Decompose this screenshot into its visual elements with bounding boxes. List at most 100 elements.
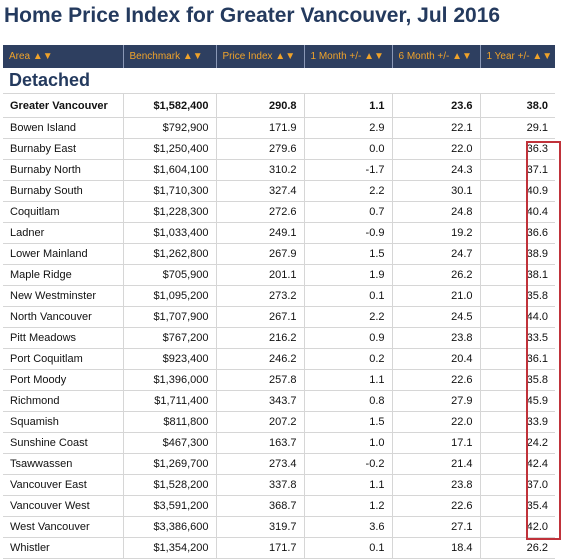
one-month-cell: 2.2 [304,306,393,328]
price-index-cell: 272.6 [216,201,305,223]
benchmark-cell: $1,710,300 [123,180,217,202]
area-cell: Greater Vancouver [3,93,124,118]
one-year-cell: 44.0 [480,306,555,328]
one-month-cell: -0.2 [304,453,393,475]
page-title: Home Price Index for Greater Vancouver, … [4,4,501,27]
area-cell: Coquitlam [3,201,124,223]
area-cell: Burnaby East [3,138,124,160]
one-year-cell: 40.9 [480,180,555,202]
price-index-cell: 171.7 [216,537,305,559]
six-month-cell: 19.2 [392,222,481,244]
area-cell: Whistler [3,537,124,559]
table-row: Tsawwassen $1,269,700 273.4 -0.2 21.4 42.4 [3,453,555,475]
benchmark-cell: $3,386,600 [123,516,217,538]
benchmark-cell: $1,711,400 [123,390,217,412]
benchmark-cell: $1,604,100 [123,159,217,181]
price-index-cell: 279.6 [216,138,305,160]
six-month-cell: 30.1 [392,180,481,202]
area-cell: Lower Mainland [3,243,124,265]
price-index-cell: 343.7 [216,390,305,412]
one-year-cell: 35.4 [480,495,555,517]
six-month-cell: 24.3 [392,159,481,181]
table-row: Vancouver West $3,591,200 368.7 1.2 22.6 35.4 [3,495,555,517]
sort-header-1-year[interactable]: 1 Year +/- ▲▼ [480,45,555,68]
benchmark-cell: $1,528,200 [123,474,217,496]
area-cell: New Westminster [3,285,124,307]
table-row: Burnaby North $1,604,100 310.2 -1.7 24.3 37.1 [3,159,555,181]
one-year-cell: 36.6 [480,222,555,244]
table-row: Bowen Island $792,900 171.9 2.9 22.1 29.1 [3,117,555,139]
benchmark-cell: $1,228,300 [123,201,217,223]
six-month-cell: 17.1 [392,432,481,454]
one-year-cell: 26.2 [480,537,555,559]
table-row: Maple Ridge $705,900 201.1 1.9 26.2 38.1 [3,264,555,286]
one-year-cell: 42.4 [480,453,555,475]
six-month-cell: 22.0 [392,138,481,160]
price-index-cell: 310.2 [216,159,305,181]
six-month-cell: 21.0 [392,285,481,307]
benchmark-cell: $1,262,800 [123,243,217,265]
benchmark-cell: $1,250,400 [123,138,217,160]
benchmark-cell: $467,300 [123,432,217,454]
one-year-cell: 40.4 [480,201,555,223]
table-row: Squamish $811,800 207.2 1.5 22.0 33.9 [3,411,555,433]
price-index-cell: 290.8 [216,93,305,118]
area-cell: Sunshine Coast [3,432,124,454]
price-index-cell: 273.2 [216,285,305,307]
area-cell: Squamish [3,411,124,433]
table-row: Richmond $1,711,400 343.7 0.8 27.9 45.9 [3,390,555,412]
area-cell: Tsawwassen [3,453,124,475]
one-year-cell: 38.9 [480,243,555,265]
header-row: Area ▲▼ Benchmark ▲▼ Price Index ▲▼ 1 Mo… [3,45,555,68]
one-year-cell: 35.8 [480,285,555,307]
table-row: Ladner $1,033,400 249.1 -0.9 19.2 36.6 [3,222,555,244]
one-month-cell: 0.8 [304,390,393,412]
one-month-cell: 0.7 [304,201,393,223]
sort-header-6-month[interactable]: 6 Month +/- ▲▼ [392,45,481,68]
six-month-cell: 24.8 [392,201,481,223]
one-month-cell: 1.9 [304,264,393,286]
benchmark-cell: $1,033,400 [123,222,217,244]
six-month-cell: 22.6 [392,369,481,391]
area-cell: Ladner [3,222,124,244]
six-month-cell: 26.2 [392,264,481,286]
table-row: Port Moody $1,396,000 257.8 1.1 22.6 35.8 [3,369,555,391]
six-month-cell: 27.9 [392,390,481,412]
six-month-cell: 21.4 [392,453,481,475]
six-month-cell: 22.1 [392,117,481,139]
area-cell: Burnaby South [3,180,124,202]
table-row: Vancouver East $1,528,200 337.8 1.1 23.8 37.0 [3,474,555,496]
one-year-cell: 42.0 [480,516,555,538]
sort-header-1-month[interactable]: 1 Month +/- ▲▼ [304,45,393,68]
price-index-cell: 249.1 [216,222,305,244]
benchmark-cell: $811,800 [123,411,217,433]
price-index-cell: 273.4 [216,453,305,475]
sort-header-price-index[interactable]: Price Index ▲▼ [216,45,305,68]
one-month-cell: 0.0 [304,138,393,160]
area-cell: Port Moody [3,369,124,391]
sort-header-benchmark[interactable]: Benchmark ▲▼ [123,45,217,68]
price-index-cell: 207.2 [216,411,305,433]
one-year-cell: 36.3 [480,138,555,160]
benchmark-cell: $923,400 [123,348,217,370]
table-row: North Vancouver $1,707,900 267.1 2.2 24.5 44.… [3,306,555,328]
one-year-cell: 37.1 [480,159,555,181]
price-index-cell: 267.9 [216,243,305,265]
six-month-cell: 20.4 [392,348,481,370]
one-year-cell: 38.1 [480,264,555,286]
one-month-cell: 1.1 [304,93,393,118]
sort-header-area[interactable]: Area ▲▼ [3,45,124,68]
price-index-cell: 257.8 [216,369,305,391]
one-year-cell: 35.8 [480,369,555,391]
benchmark-cell: $1,095,200 [123,285,217,307]
table-row: Sunshine Coast $467,300 163.7 1.0 17.1 24.2 [3,432,555,454]
price-index-cell: 368.7 [216,495,305,517]
one-year-cell: 37.0 [480,474,555,496]
one-month-cell: 0.9 [304,327,393,349]
six-month-cell: 22.6 [392,495,481,517]
benchmark-cell: $705,900 [123,264,217,286]
price-index-cell: 246.2 [216,348,305,370]
one-month-cell: 1.1 [304,474,393,496]
benchmark-cell: $767,200 [123,327,217,349]
one-month-cell: 0.1 [304,537,393,559]
